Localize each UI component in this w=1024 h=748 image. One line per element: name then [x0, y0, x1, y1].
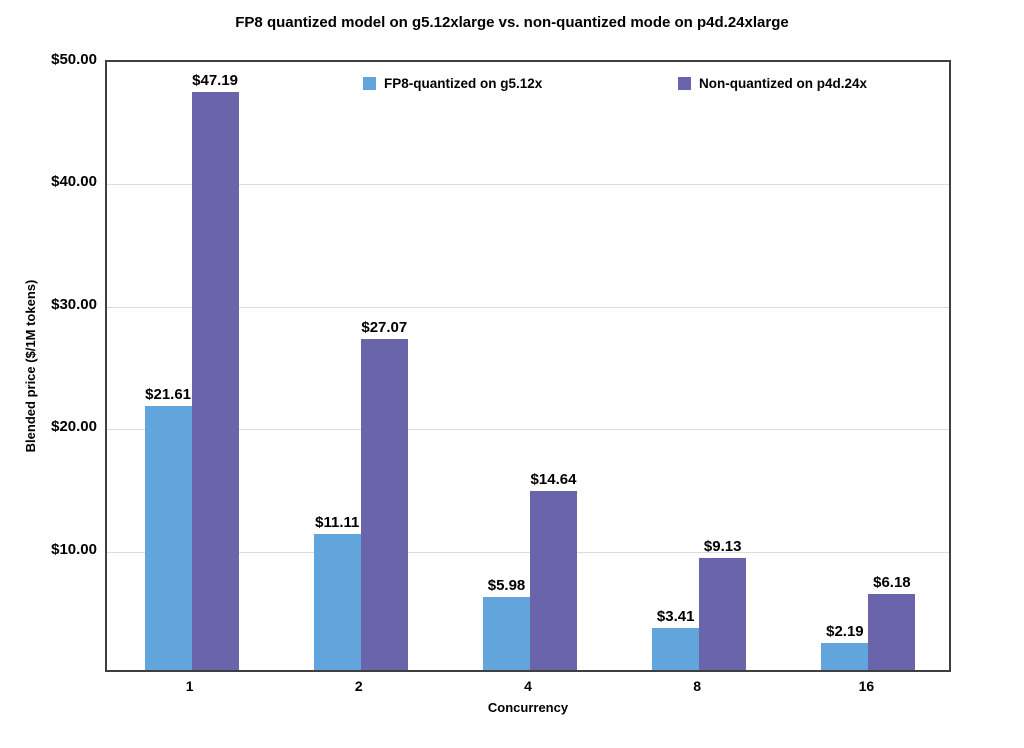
x-tick-label-1: 1 — [185, 678, 194, 694]
x-tick-label-4: 4 — [524, 678, 532, 694]
bar-series1-concurrency-4 — [530, 490, 577, 670]
y-tick-label-50: $50.00 — [51, 51, 97, 68]
bar-series0-concurrency-16 — [821, 643, 869, 670]
y-tick-label-20: $20.00 — [51, 418, 97, 436]
legend-item-fp8: FP8-quantized on g5.12x — [363, 76, 542, 91]
y-axis-title: Blended price ($/1M tokens) — [23, 279, 38, 453]
legend-swatch-nonquantized-icon — [678, 77, 691, 90]
y-tick-label-10: $10.00 — [51, 540, 97, 558]
legend-label-nonquantized: Non-quantized on p4d.24x — [699, 76, 868, 91]
bar-series1-concurrency-8 — [699, 558, 747, 670]
gridline-20 — [107, 429, 949, 431]
x-tick-label-8: 8 — [693, 678, 702, 694]
x-axis-title: Concurrency — [487, 700, 569, 715]
plot-area: $21.61 $47.19 $11.11 $27.07 $5.98 $14.64 $3.41… — [105, 60, 951, 672]
y-tick-label-30: $30.00 — [51, 295, 97, 313]
data-label-series0-concurrency-2: $11.11 — [315, 514, 360, 532]
data-label-series1-concurrency-1: $47.19 — [192, 72, 239, 90]
data-label-series1-concurrency-2: $27.07 — [361, 318, 408, 336]
chart-title: FP8 quantized model on g5.12xlarge vs. n… — [235, 14, 789, 31]
gridline-30 — [107, 306, 949, 308]
legend-item-nonquantized: Non-quantized on p4d.24x — [678, 76, 867, 91]
legend-swatch-fp8-icon — [363, 77, 376, 90]
data-label-series1-concurrency-8: $9.13 — [703, 538, 742, 556]
data-label-series0-concurrency-1: $21.61 — [145, 385, 192, 403]
data-label-series0-concurrency-16: $2.19 — [826, 623, 864, 641]
bar-series0-concurrency-4 — [483, 596, 530, 670]
bar-series0-concurrency-1 — [144, 405, 192, 670]
bar-series0-concurrency-8 — [652, 628, 700, 670]
y-tick-label-40: $40.00 — [51, 173, 97, 191]
bar-series1-concurrency-1 — [191, 92, 239, 670]
legend-label-fp8: FP8-quantized on g5.12x — [384, 76, 543, 91]
bar-series1-concurrency-16 — [868, 594, 916, 670]
bar-series0-concurrency-2 — [313, 534, 361, 670]
data-label-series1-concurrency-4: $14.64 — [530, 470, 577, 488]
x-tick-label-16: 16 — [858, 678, 875, 694]
data-label-series1-concurrency-16: $6.18 — [873, 574, 911, 592]
bar-series1-concurrency-2 — [360, 338, 408, 670]
data-label-series0-concurrency-4: $5.98 — [487, 576, 526, 594]
gridline-40 — [107, 184, 949, 186]
gridline-10 — [107, 551, 949, 553]
data-label-series0-concurrency-8: $3.41 — [656, 608, 695, 626]
x-tick-label-2: 2 — [354, 678, 363, 694]
